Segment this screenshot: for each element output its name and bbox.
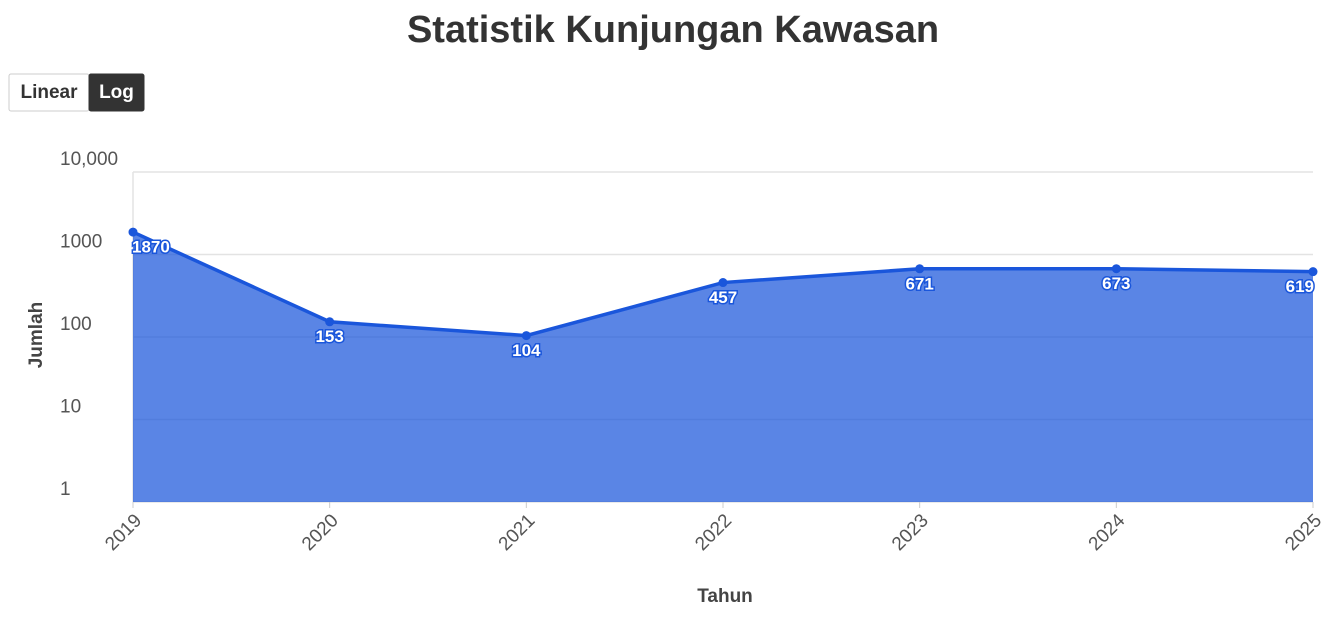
x-tick-label: 2019 (101, 510, 146, 555)
area-fill (133, 232, 1313, 503)
y-axis-title: Jumlah (26, 302, 47, 369)
scale-button-label[interactable]: Linear (20, 82, 78, 103)
y-tick-label: 10,000 (60, 149, 118, 170)
data-point (1111, 264, 1121, 274)
x-tick-label: 2025 (1281, 510, 1326, 555)
data-label: 673 (1102, 274, 1130, 293)
x-tick-label: 2020 (298, 510, 343, 555)
x-tick-label: 2021 (495, 510, 540, 555)
y-tick-label: 10 (60, 397, 81, 418)
data-point (521, 331, 531, 341)
data-label: 619 (1286, 277, 1314, 296)
x-axis-title: Tahun (697, 586, 753, 607)
data-point (325, 317, 335, 327)
data-label: 457 (709, 288, 737, 307)
x-tick-label: 2023 (888, 510, 933, 555)
data-label: 1870 (132, 238, 170, 257)
x-tick-label: 2022 (691, 510, 736, 555)
y-tick-label: 1000 (60, 232, 102, 253)
y-tick-label: 100 (60, 314, 92, 335)
data-point (1308, 267, 1318, 277)
scale-button[interactable] (88, 73, 145, 112)
y-tick-label: 1 (60, 479, 71, 500)
data-point (915, 264, 925, 274)
data-point (718, 278, 728, 288)
data-label: 153 (315, 327, 343, 346)
scale-toggle: Linear Log (8, 73, 145, 112)
data-label: 671 (905, 274, 933, 293)
data-label: 104 (512, 341, 541, 360)
x-tick-label: 2024 (1085, 510, 1130, 555)
data-point (128, 227, 138, 237)
scale-button-label[interactable]: Log (99, 82, 134, 103)
chart-title: Statistik Kunjungan Kawasan (407, 9, 939, 51)
